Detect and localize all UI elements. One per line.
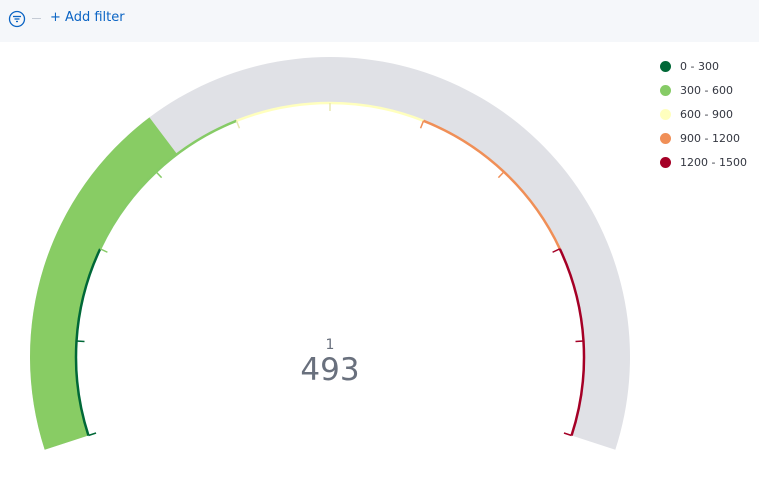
gauge-fill-group [29,117,178,450]
legend-label: 600 - 900 [680,107,733,121]
filter-separator [32,18,41,19]
gauge-tick [575,340,584,343]
filter-bar: + Add filter [0,0,759,42]
add-filter-button[interactable]: + Add filter [50,10,125,25]
gauge-track-group [30,57,631,450]
gauge-tick [563,432,572,437]
gauge-ticks-group [76,103,584,437]
gauge-tick [88,432,97,437]
legend-swatch [660,84,671,96]
legend-item[interactable]: 0 - 300 [660,54,747,78]
legend-label: 0 - 300 [680,59,719,73]
legend-item[interactable]: 1200 - 1500 [660,150,747,174]
legend-swatch [660,60,671,72]
gauge-tick [552,248,561,253]
gauge-tick [155,171,163,179]
legend-item[interactable]: 300 - 600 [660,78,747,102]
gauge-tick [76,340,85,343]
gauge-tick [497,171,505,179]
legend-swatch [660,132,671,144]
filter-icon[interactable] [8,10,26,28]
gauge-track [30,57,631,450]
gauge-value-arc [29,117,178,450]
gauge-tick [235,120,241,129]
gauge-count-label: 1 [326,337,335,353]
legend-label: 900 - 1200 [680,131,740,145]
legend: 0 - 300 300 - 600 600 - 900 900 - 1200 1200 … [660,54,747,174]
legend-swatch [660,108,671,120]
legend-swatch [660,156,671,168]
gauge-value-label: 493 [300,352,359,388]
legend-item[interactable]: 600 - 900 [660,102,747,126]
legend-label: 1200 - 1500 [680,155,747,169]
legend-label: 300 - 600 [680,83,733,97]
legend-item[interactable]: 900 - 1200 [660,126,747,150]
gauge-tick [419,120,425,129]
gauge-tick [99,248,108,253]
